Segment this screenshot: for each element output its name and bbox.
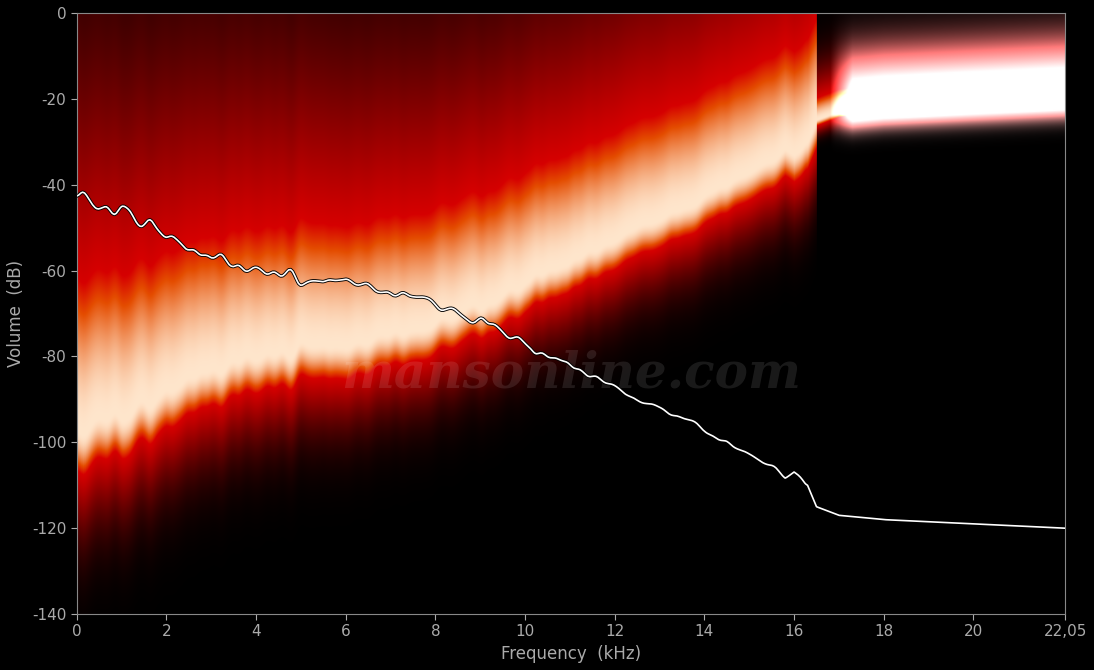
- Text: mansonline.com: mansonline.com: [341, 349, 801, 398]
- Y-axis label: Volume  (dB): Volume (dB): [7, 260, 25, 367]
- X-axis label: Frequency  (kHz): Frequency (kHz): [501, 645, 641, 663]
